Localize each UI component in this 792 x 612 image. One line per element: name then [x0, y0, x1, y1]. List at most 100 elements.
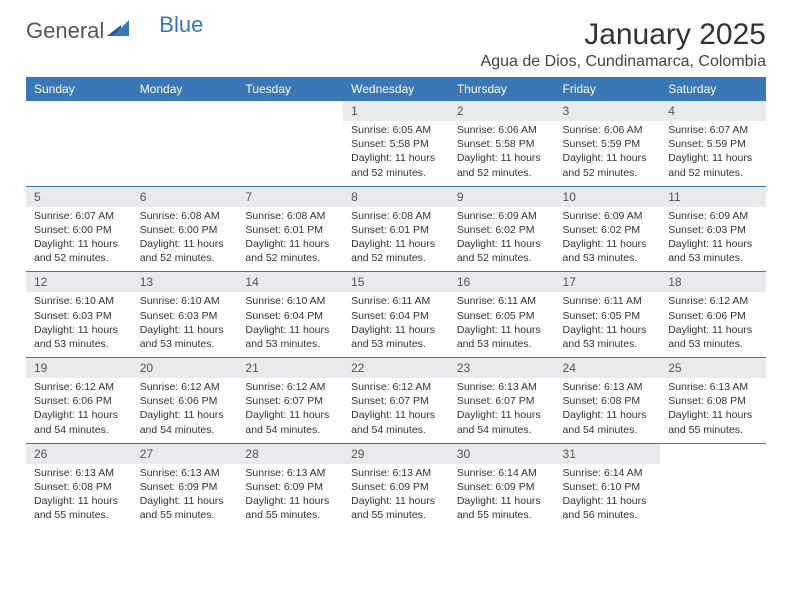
day-body: Sunrise: 6:13 AMSunset: 6:08 PMDaylight:…: [555, 378, 661, 443]
day-number: 29: [343, 444, 449, 464]
calendar-day-cell: 14Sunrise: 6:10 AMSunset: 6:04 PMDayligh…: [237, 272, 343, 358]
daylight-text: Daylight: 11 hours and 55 minutes.: [351, 494, 441, 522]
day-number: 6: [132, 187, 238, 207]
sunrise-text: Sunrise: 6:14 AM: [457, 466, 547, 480]
sunrise-text: Sunrise: 6:07 AM: [34, 209, 124, 223]
sunset-text: Sunset: 6:06 PM: [140, 394, 230, 408]
day-number: 26: [26, 444, 132, 464]
sunrise-text: Sunrise: 6:14 AM: [563, 466, 653, 480]
daylight-text: Daylight: 11 hours and 53 minutes.: [351, 323, 441, 351]
day-body: Sunrise: 6:07 AMSunset: 5:59 PMDaylight:…: [660, 121, 766, 186]
daylight-text: Daylight: 11 hours and 54 minutes.: [140, 408, 230, 436]
sunset-text: Sunset: 6:10 PM: [563, 480, 653, 494]
day-number: 24: [555, 358, 661, 378]
sunset-text: Sunset: 6:01 PM: [351, 223, 441, 237]
day-body: Sunrise: 6:05 AMSunset: 5:58 PMDaylight:…: [343, 121, 449, 186]
calendar-day-cell: 23Sunrise: 6:13 AMSunset: 6:07 PMDayligh…: [449, 358, 555, 444]
day-number: 21: [237, 358, 343, 378]
daylight-text: Daylight: 11 hours and 53 minutes.: [563, 237, 653, 265]
daylight-text: Daylight: 11 hours and 52 minutes.: [140, 237, 230, 265]
day-number: 30: [449, 444, 555, 464]
day-number: 22: [343, 358, 449, 378]
calendar-day-cell: 27Sunrise: 6:13 AMSunset: 6:09 PMDayligh…: [132, 443, 238, 528]
sunrise-text: Sunrise: 6:08 AM: [140, 209, 230, 223]
sunrise-text: Sunrise: 6:06 AM: [563, 123, 653, 137]
day-number: 13: [132, 272, 238, 292]
sunset-text: Sunset: 6:04 PM: [351, 309, 441, 323]
calendar-day-cell: 1Sunrise: 6:05 AMSunset: 5:58 PMDaylight…: [343, 101, 449, 186]
sunset-text: Sunset: 6:07 PM: [351, 394, 441, 408]
calendar-day-cell: 7Sunrise: 6:08 AMSunset: 6:01 PMDaylight…: [237, 186, 343, 272]
calendar-day-cell: 3Sunrise: 6:06 AMSunset: 5:59 PMDaylight…: [555, 101, 661, 186]
logo-text-general: General: [26, 18, 104, 44]
day-number: 28: [237, 444, 343, 464]
day-number: 11: [660, 187, 766, 207]
sunrise-text: Sunrise: 6:10 AM: [140, 294, 230, 308]
daylight-text: Daylight: 11 hours and 53 minutes.: [563, 323, 653, 351]
sunset-text: Sunset: 6:00 PM: [140, 223, 230, 237]
day-number: 7: [237, 187, 343, 207]
col-header: Wednesday: [343, 77, 449, 101]
location-subtitle: Agua de Dios, Cundinamarca, Colombia: [481, 53, 766, 71]
daylight-text: Daylight: 11 hours and 55 minutes.: [245, 494, 335, 522]
col-header: Sunday: [26, 77, 132, 101]
day-number: 4: [660, 101, 766, 121]
day-number-blank: [26, 101, 132, 121]
sunrise-text: Sunrise: 6:09 AM: [457, 209, 547, 223]
day-body: Sunrise: 6:12 AMSunset: 6:06 PMDaylight:…: [132, 378, 238, 443]
sunrise-text: Sunrise: 6:11 AM: [563, 294, 653, 308]
daylight-text: Daylight: 11 hours and 54 minutes.: [351, 408, 441, 436]
day-body: Sunrise: 6:09 AMSunset: 6:03 PMDaylight:…: [660, 207, 766, 272]
sunset-text: Sunset: 5:59 PM: [668, 137, 758, 151]
day-body: Sunrise: 6:13 AMSunset: 6:09 PMDaylight:…: [237, 464, 343, 529]
sunset-text: Sunset: 6:08 PM: [34, 480, 124, 494]
sunset-text: Sunset: 6:02 PM: [563, 223, 653, 237]
day-number: 23: [449, 358, 555, 378]
sunrise-text: Sunrise: 6:10 AM: [34, 294, 124, 308]
calendar-day-cell: 25Sunrise: 6:13 AMSunset: 6:08 PMDayligh…: [660, 358, 766, 444]
calendar-day-cell: 22Sunrise: 6:12 AMSunset: 6:07 PMDayligh…: [343, 358, 449, 444]
day-number: 12: [26, 272, 132, 292]
day-body: Sunrise: 6:10 AMSunset: 6:04 PMDaylight:…: [237, 292, 343, 357]
day-number-blank: [237, 101, 343, 121]
daylight-text: Daylight: 11 hours and 53 minutes.: [34, 323, 124, 351]
day-body: Sunrise: 6:13 AMSunset: 6:09 PMDaylight:…: [132, 464, 238, 529]
sunset-text: Sunset: 6:03 PM: [668, 223, 758, 237]
sunset-text: Sunset: 5:58 PM: [351, 137, 441, 151]
sunrise-text: Sunrise: 6:07 AM: [668, 123, 758, 137]
logo-mark-icon: [107, 20, 129, 39]
sunset-text: Sunset: 6:08 PM: [668, 394, 758, 408]
day-body-blank: [26, 121, 132, 143]
sunrise-text: Sunrise: 6:13 AM: [563, 380, 653, 394]
calendar-day-cell: 24Sunrise: 6:13 AMSunset: 6:08 PMDayligh…: [555, 358, 661, 444]
day-body: Sunrise: 6:12 AMSunset: 6:06 PMDaylight:…: [660, 292, 766, 357]
calendar-week-row: 19Sunrise: 6:12 AMSunset: 6:06 PMDayligh…: [26, 358, 766, 444]
calendar-day-cell: 8Sunrise: 6:08 AMSunset: 6:01 PMDaylight…: [343, 186, 449, 272]
day-number: 19: [26, 358, 132, 378]
calendar-week-row: 12Sunrise: 6:10 AMSunset: 6:03 PMDayligh…: [26, 272, 766, 358]
calendar-day-cell: 26Sunrise: 6:13 AMSunset: 6:08 PMDayligh…: [26, 443, 132, 528]
day-body: Sunrise: 6:12 AMSunset: 6:07 PMDaylight:…: [237, 378, 343, 443]
calendar-day-cell: 30Sunrise: 6:14 AMSunset: 6:09 PMDayligh…: [449, 443, 555, 528]
sunset-text: Sunset: 6:01 PM: [245, 223, 335, 237]
daylight-text: Daylight: 11 hours and 55 minutes.: [34, 494, 124, 522]
sunrise-text: Sunrise: 6:10 AM: [245, 294, 335, 308]
daylight-text: Daylight: 11 hours and 55 minutes.: [140, 494, 230, 522]
sunset-text: Sunset: 5:59 PM: [563, 137, 653, 151]
sunset-text: Sunset: 5:58 PM: [457, 137, 547, 151]
day-body: Sunrise: 6:13 AMSunset: 6:08 PMDaylight:…: [660, 378, 766, 443]
calendar-day-cell: 28Sunrise: 6:13 AMSunset: 6:09 PMDayligh…: [237, 443, 343, 528]
daylight-text: Daylight: 11 hours and 54 minutes.: [457, 408, 547, 436]
day-number: 27: [132, 444, 238, 464]
sunset-text: Sunset: 6:09 PM: [140, 480, 230, 494]
day-number: 16: [449, 272, 555, 292]
day-body: Sunrise: 6:06 AMSunset: 5:59 PMDaylight:…: [555, 121, 661, 186]
calendar-day-cell: [660, 443, 766, 528]
day-body: Sunrise: 6:13 AMSunset: 6:08 PMDaylight:…: [26, 464, 132, 529]
day-number: 5: [26, 187, 132, 207]
sunset-text: Sunset: 6:08 PM: [563, 394, 653, 408]
daylight-text: Daylight: 11 hours and 53 minutes.: [668, 237, 758, 265]
day-body: Sunrise: 6:14 AMSunset: 6:10 PMDaylight:…: [555, 464, 661, 529]
daylight-text: Daylight: 11 hours and 55 minutes.: [457, 494, 547, 522]
calendar-day-cell: 13Sunrise: 6:10 AMSunset: 6:03 PMDayligh…: [132, 272, 238, 358]
